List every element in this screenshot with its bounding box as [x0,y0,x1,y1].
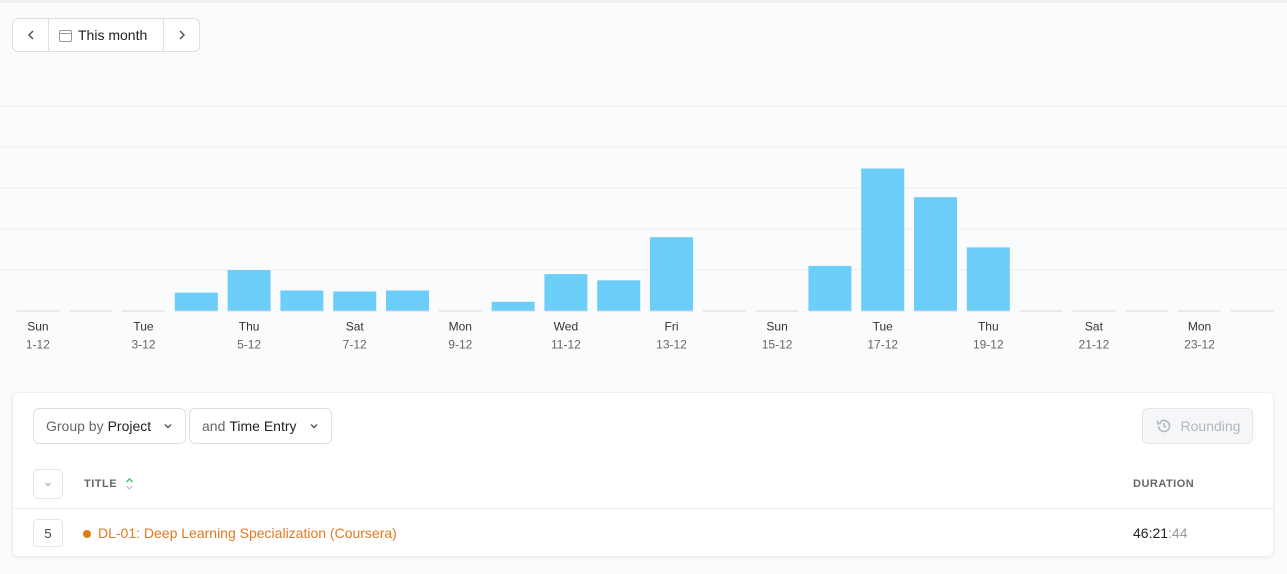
next-period-button[interactable] [163,19,199,51]
history-icon [1156,419,1170,433]
x-tick-date: 23-12 [1184,338,1215,352]
x-tick-day: Fri [665,320,679,334]
expand-all-toggle[interactable] [33,469,63,499]
rounding-label: Rounding [1180,418,1241,434]
x-tick-day: Thu [978,320,999,334]
bar-8-12[interactable] [386,290,429,312]
bar-7-12[interactable] [333,291,377,312]
entry-count-badge[interactable]: 5 [33,519,63,547]
bar-6-12[interactable] [280,290,324,312]
duration-hours-minutes: 46:21 [1133,525,1169,541]
x-tick-date: 7-12 [343,338,367,352]
bar-13-12[interactable] [650,237,693,311]
date-navigator: This month [12,18,200,52]
x-tick-day: Sun [27,320,48,334]
report-panel: Group by Project and Time Entry Rounding… [12,392,1274,557]
bar-4-12[interactable] [174,292,218,311]
bar-12-12[interactable] [597,280,641,312]
chevron-down-icon [310,424,318,429]
x-tick-day: Tue [133,320,154,334]
x-tick-day: Mon [1188,320,1211,334]
x-tick-date: 17-12 [867,338,898,352]
subgroup-prefix: and [202,418,226,434]
date-range-label: This month [78,27,148,43]
bar-18-12[interactable] [914,197,957,311]
duration-column-header[interactable]: DURATION [1133,478,1195,490]
x-tick-date: 15-12 [762,338,793,352]
chevron-down-icon [45,482,51,487]
table-header: TITLE DURATION [13,467,1273,509]
x-tick-day: Sat [1085,320,1104,334]
group-by-prefix: Group by [46,418,104,434]
x-tick-day: Sun [766,320,787,334]
x-tick-date: 5-12 [237,338,261,352]
chevron-left-icon [27,30,34,40]
x-tick-date: 1-12 [26,338,50,352]
bar-16-12[interactable] [808,265,852,311]
x-tick-day: Wed [554,320,578,334]
x-tick-date: 13-12 [656,338,687,352]
bar-10-12[interactable] [491,301,535,311]
subgroup-dropdown[interactable]: and Time Entry [189,408,332,444]
x-tick-day: Tue [873,320,894,334]
x-tick-date: 19-12 [973,338,1004,352]
group-by-value: Project [107,418,152,434]
bar-17-12[interactable] [861,168,905,312]
rounding-button[interactable]: Rounding [1142,408,1253,444]
x-tick-date: 3-12 [131,338,155,352]
subgroup-value: Time Entry [229,418,297,434]
x-tick-day: Thu [239,320,260,334]
duration-value: 46:21:44 [1133,525,1188,541]
x-tick-date: 11-12 [551,338,581,352]
title-column-label: TITLE [84,478,118,490]
group-by-dropdown[interactable]: Group by Project [33,408,187,444]
x-tick-date: 21-12 [1079,338,1110,352]
x-tick-day: Sat [346,320,365,334]
bar-11-12[interactable] [544,274,588,311]
bar-5-12[interactable] [227,270,271,311]
x-tick-date: 9-12 [448,338,472,352]
time-bar-chart: Sun 1-12 Tue 3-12 Thu 5-12 Sat 7-12 Mon 9-12 Wed 11… [0,105,1287,352]
duration-seconds: :44 [1168,525,1188,541]
chevron-right-icon [178,30,185,40]
chevron-down-icon [164,424,172,429]
title-column-header[interactable]: TITLE [84,477,134,491]
calendar-icon [59,29,72,42]
previous-period-button[interactable] [13,19,49,51]
table-row[interactable]: 5 DL-01: Deep Learning Specialization (C… [13,509,1273,557]
project-color-dot [83,530,91,538]
project-title[interactable]: DL-01: Deep Learning Specialization (Cou… [98,525,397,541]
sort-icon [126,478,134,490]
date-range-picker[interactable]: This month [49,19,163,51]
top-divider [0,0,1287,3]
bar-19-12[interactable] [966,247,1010,311]
x-tick-day: Mon [449,320,472,334]
